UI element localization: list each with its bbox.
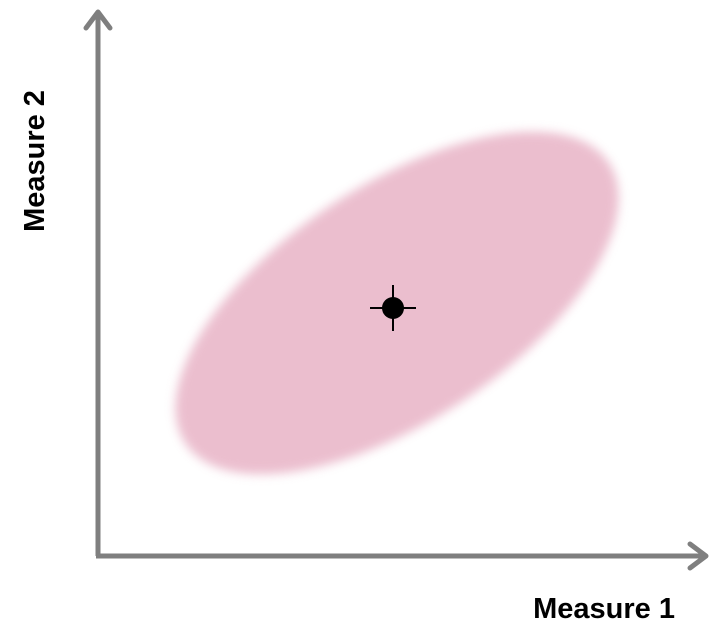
y-axis bbox=[83, 9, 113, 556]
center-point-marker bbox=[382, 297, 404, 319]
crosshair-point bbox=[370, 285, 416, 331]
y-axis-title: Measure 2 bbox=[19, 90, 51, 232]
x-axis-arrowhead bbox=[687, 541, 709, 571]
x-axis bbox=[96, 541, 709, 571]
y-axis-arrowhead bbox=[83, 9, 113, 31]
x-axis-title: Measure 1 bbox=[533, 593, 675, 625]
